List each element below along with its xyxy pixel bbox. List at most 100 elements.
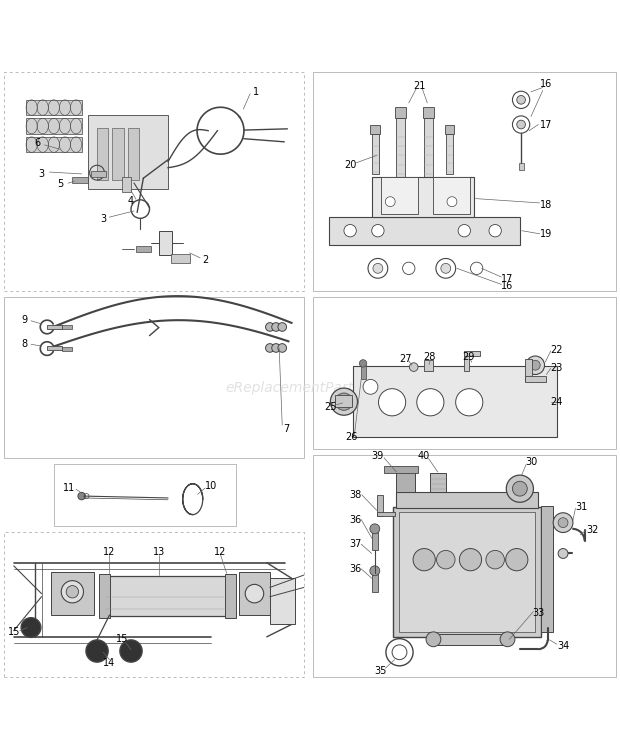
Circle shape: [21, 618, 41, 637]
Bar: [225, 574, 236, 619]
Circle shape: [86, 640, 108, 662]
Text: 18: 18: [539, 200, 552, 210]
Text: 19: 19: [539, 228, 552, 239]
Circle shape: [335, 393, 353, 410]
Bar: [395, 107, 406, 118]
Text: 16: 16: [502, 281, 513, 291]
Bar: [396, 118, 405, 177]
Text: 23: 23: [551, 363, 563, 373]
Text: 2: 2: [202, 255, 208, 264]
Text: 9: 9: [22, 315, 28, 325]
Bar: [171, 254, 190, 264]
Bar: [433, 177, 471, 214]
Circle shape: [363, 380, 378, 394]
Text: 32: 32: [586, 525, 598, 535]
Bar: [372, 532, 378, 551]
Text: 6: 6: [34, 138, 40, 148]
Circle shape: [245, 584, 264, 603]
Bar: [47, 324, 63, 329]
Text: 7: 7: [283, 424, 290, 434]
Text: 12: 12: [215, 547, 227, 557]
Bar: [361, 366, 366, 379]
Bar: [464, 351, 480, 356]
Text: 12: 12: [103, 547, 115, 557]
Bar: [239, 572, 270, 615]
Text: 15: 15: [115, 634, 128, 643]
Text: 29: 29: [463, 352, 475, 363]
Bar: [122, 177, 131, 192]
Text: 4: 4: [128, 196, 134, 206]
Circle shape: [558, 548, 568, 559]
Bar: [430, 473, 446, 492]
Circle shape: [489, 225, 502, 237]
Bar: [377, 512, 395, 517]
Text: 33: 33: [532, 608, 544, 619]
Text: 17: 17: [502, 274, 514, 284]
Circle shape: [441, 264, 451, 273]
Text: 10: 10: [205, 481, 218, 491]
Circle shape: [265, 323, 274, 331]
Bar: [446, 134, 453, 174]
Bar: [88, 115, 168, 189]
Bar: [26, 137, 82, 152]
Bar: [393, 507, 541, 637]
Text: 11: 11: [63, 483, 76, 493]
Text: 3: 3: [100, 214, 106, 224]
Text: 35: 35: [375, 666, 387, 676]
Circle shape: [459, 548, 482, 571]
Text: 22: 22: [551, 345, 563, 355]
Bar: [372, 573, 378, 592]
Circle shape: [500, 632, 515, 646]
Circle shape: [370, 524, 379, 534]
Bar: [47, 346, 63, 351]
Text: 36: 36: [349, 564, 361, 574]
Text: 26: 26: [345, 432, 358, 443]
Text: 3: 3: [38, 169, 45, 179]
Bar: [313, 455, 616, 677]
Text: 24: 24: [551, 397, 563, 407]
Circle shape: [272, 323, 280, 331]
Circle shape: [66, 586, 79, 598]
Text: 28: 28: [423, 352, 435, 363]
Circle shape: [360, 360, 367, 367]
Circle shape: [370, 565, 379, 576]
Circle shape: [558, 518, 568, 527]
Bar: [525, 359, 532, 380]
Circle shape: [530, 360, 540, 370]
Bar: [26, 100, 82, 115]
Bar: [4, 297, 304, 458]
Text: 21: 21: [413, 81, 425, 91]
Bar: [128, 127, 139, 180]
Circle shape: [486, 551, 505, 569]
Circle shape: [61, 580, 84, 603]
Circle shape: [265, 344, 274, 352]
Bar: [377, 495, 383, 517]
Bar: [541, 506, 553, 632]
Text: 39: 39: [372, 451, 384, 461]
Text: eReplacementParts.com: eReplacementParts.com: [225, 381, 395, 395]
Text: 25: 25: [324, 401, 337, 412]
Bar: [99, 574, 110, 619]
Circle shape: [344, 225, 356, 237]
Text: 5: 5: [57, 180, 63, 189]
Bar: [329, 217, 520, 245]
Bar: [26, 118, 82, 134]
Circle shape: [516, 120, 525, 129]
Bar: [372, 134, 379, 174]
Circle shape: [417, 389, 444, 416]
Text: 1: 1: [252, 87, 259, 97]
Bar: [159, 231, 172, 255]
Text: 27: 27: [399, 354, 412, 364]
Text: 15: 15: [7, 628, 20, 637]
Circle shape: [385, 197, 395, 207]
Circle shape: [409, 363, 418, 372]
Bar: [433, 634, 508, 645]
Bar: [97, 127, 108, 180]
Bar: [381, 177, 418, 214]
Bar: [270, 578, 294, 625]
Bar: [372, 177, 474, 217]
Circle shape: [507, 475, 533, 503]
Text: 37: 37: [349, 539, 361, 549]
Bar: [91, 171, 106, 177]
Circle shape: [456, 389, 483, 416]
